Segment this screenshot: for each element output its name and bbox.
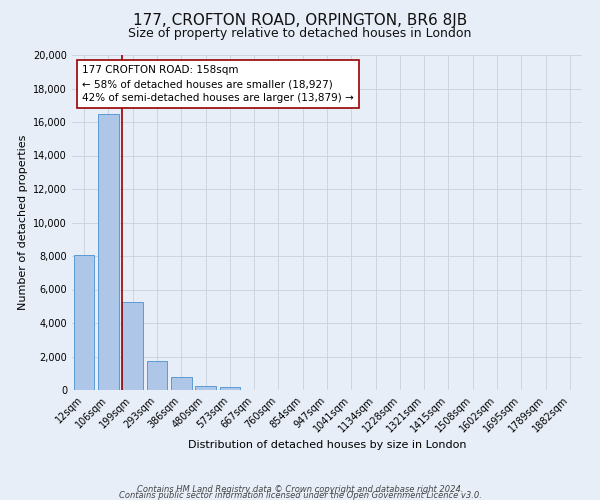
Bar <box>195 386 216 390</box>
Y-axis label: Number of detached properties: Number of detached properties <box>18 135 28 310</box>
Text: Contains HM Land Registry data © Crown copyright and database right 2024.: Contains HM Land Registry data © Crown c… <box>137 485 463 494</box>
X-axis label: Distribution of detached houses by size in London: Distribution of detached houses by size … <box>188 440 466 450</box>
Bar <box>146 360 167 390</box>
Bar <box>171 378 191 390</box>
Bar <box>98 114 119 390</box>
Bar <box>122 302 143 390</box>
Bar <box>74 255 94 390</box>
Text: Contains public sector information licensed under the Open Government Licence v3: Contains public sector information licen… <box>119 490 481 500</box>
Bar <box>220 386 240 390</box>
Text: 177, CROFTON ROAD, ORPINGTON, BR6 8JB: 177, CROFTON ROAD, ORPINGTON, BR6 8JB <box>133 12 467 28</box>
Text: Size of property relative to detached houses in London: Size of property relative to detached ho… <box>128 28 472 40</box>
Text: 177 CROFTON ROAD: 158sqm
← 58% of detached houses are smaller (18,927)
42% of se: 177 CROFTON ROAD: 158sqm ← 58% of detach… <box>82 65 354 103</box>
